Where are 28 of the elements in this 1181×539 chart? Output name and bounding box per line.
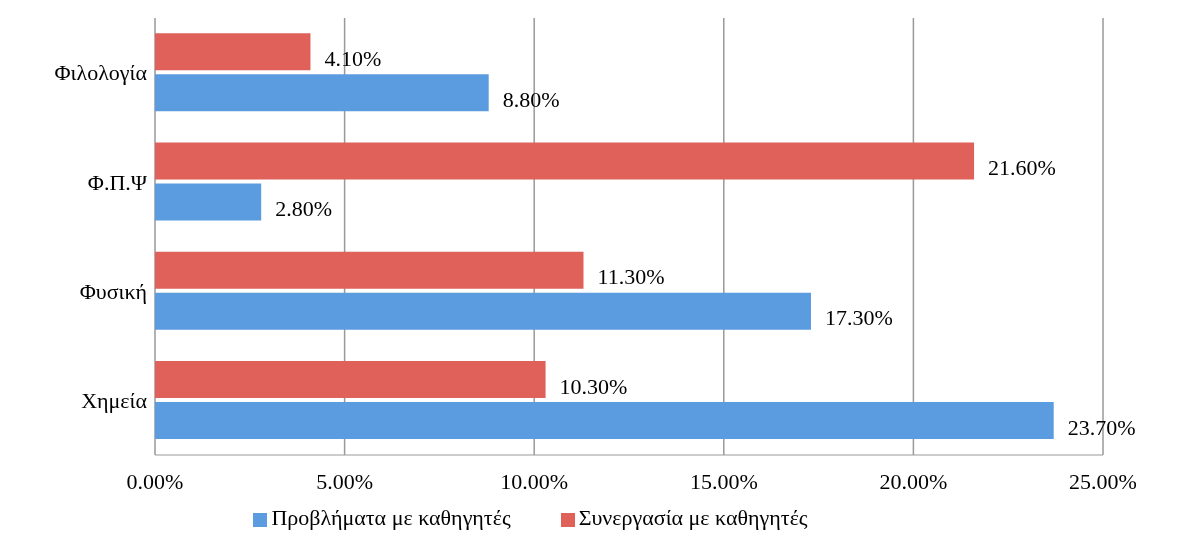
data-label: 4.10% — [324, 45, 382, 71]
x-tick-label: 0.00% — [126, 468, 184, 494]
data-label: 2.80% — [275, 196, 332, 222]
y-tick-label: Φ.Π.Ψ — [87, 169, 148, 195]
data-label: 21.60% — [988, 155, 1056, 181]
bar — [155, 74, 489, 112]
y-tick-label: Χημεία — [81, 388, 148, 414]
bar — [155, 142, 975, 180]
data-label: 11.30% — [597, 264, 665, 290]
bar — [155, 251, 584, 289]
bar — [155, 402, 1054, 440]
legend-label: Προβλήματα με καθηγητές — [271, 505, 511, 530]
bar — [155, 292, 812, 330]
data-label: 8.80% — [502, 86, 560, 112]
x-tick-label: 10.00% — [500, 468, 569, 494]
data-label: 23.70% — [1067, 414, 1136, 440]
data-label: 17.30% — [825, 305, 893, 331]
data-label: 10.30% — [559, 373, 628, 399]
x-tick-label: 5.00% — [316, 468, 374, 494]
bar — [155, 183, 262, 221]
bar — [155, 33, 311, 71]
y-tick-label: Φιλολογία — [54, 60, 148, 86]
y-tick-label: Φυσική — [79, 278, 147, 304]
x-tick-label: 25.00% — [1069, 468, 1137, 494]
x-tick-label: 15.00% — [689, 468, 758, 494]
bar — [155, 361, 546, 399]
x-tick-label: 20.00% — [879, 468, 948, 494]
legend-label: Συνεργασία με καθηγητές — [578, 505, 808, 530]
